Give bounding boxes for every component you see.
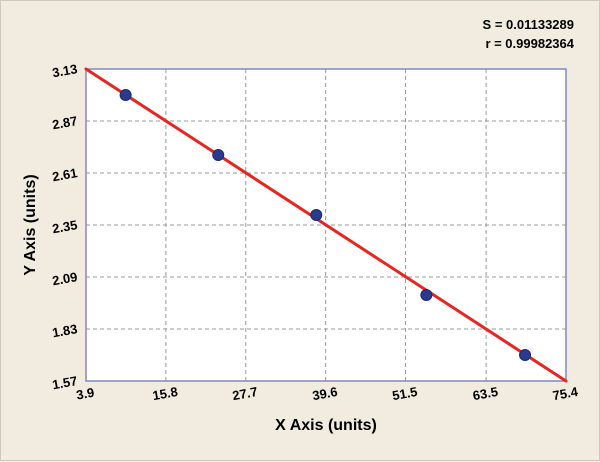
x-tick-label: 15.8 [151, 384, 179, 403]
x-tick-label: 63.5 [472, 384, 500, 403]
y-tick-label: 2.61 [51, 165, 79, 184]
annotation-s-value: S = 0.01133289 [482, 17, 574, 32]
x-tick-label: 3.9 [75, 385, 95, 403]
plot-border [85, 68, 567, 382]
fit-line [84, 67, 568, 383]
annotation-r-value: r = 0.99982364 [485, 36, 574, 51]
x-axis-label: X Axis (units) [275, 417, 377, 434]
y-tick-label: 2.87 [51, 113, 79, 132]
y-tick-label: 2.09 [51, 269, 79, 288]
y-tick-label: 2.35 [51, 217, 79, 236]
y-tick-label: 1.83 [51, 321, 79, 340]
data-point [310, 209, 323, 221]
x-tick-label: 51.5 [391, 384, 419, 403]
data-point [212, 149, 225, 161]
data-point [420, 289, 433, 301]
data-point [519, 349, 532, 361]
x-tick-label: 27.7 [231, 384, 259, 403]
y-axis-label: Y Axis (units) [22, 174, 39, 276]
y-tick-label: 3.13 [51, 61, 79, 80]
data-point [119, 89, 132, 101]
x-tick-label: 75.4 [551, 384, 579, 403]
y-tick-label: 1.57 [51, 373, 79, 392]
x-tick-label: 39.6 [311, 384, 339, 403]
